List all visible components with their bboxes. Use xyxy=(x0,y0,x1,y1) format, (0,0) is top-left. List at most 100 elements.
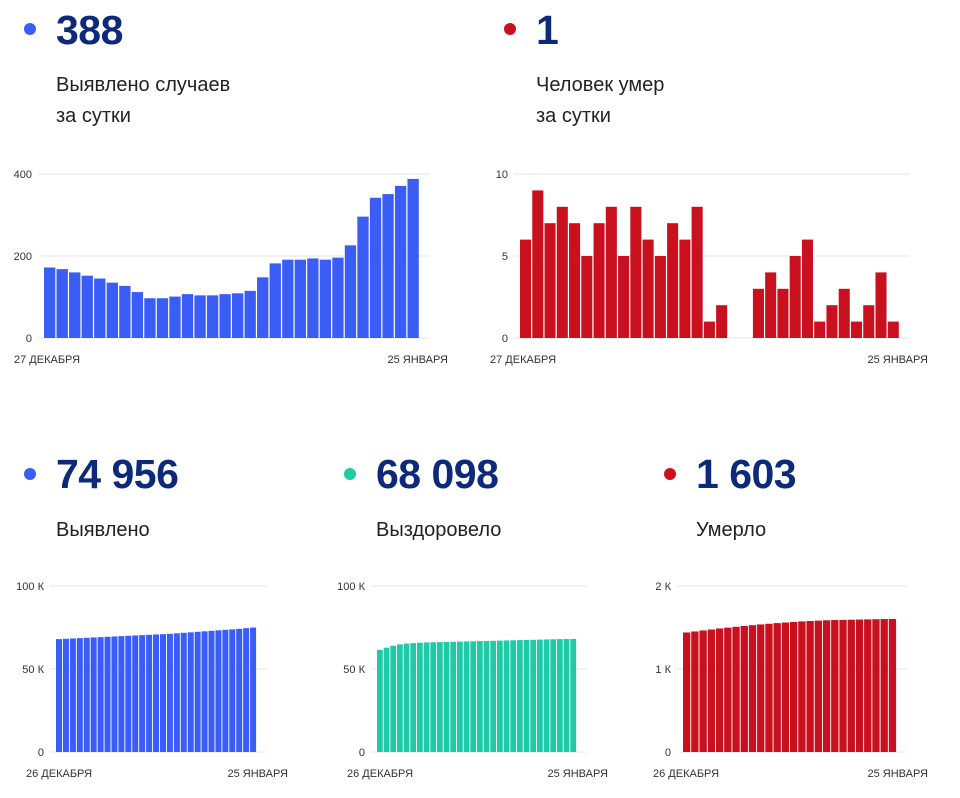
bar xyxy=(683,632,691,752)
bar xyxy=(497,640,503,752)
bar xyxy=(417,642,423,752)
bar xyxy=(119,285,131,338)
bar xyxy=(118,636,125,752)
bar xyxy=(83,637,90,752)
bar xyxy=(125,635,132,752)
bar xyxy=(550,639,557,752)
bar xyxy=(169,296,181,338)
bar xyxy=(369,197,382,338)
bar xyxy=(236,628,243,752)
bar xyxy=(814,620,823,752)
bar xyxy=(232,293,244,338)
bar xyxy=(537,639,543,752)
bar xyxy=(777,288,789,338)
bar xyxy=(282,259,294,338)
recovered-chart: 0 50 К 100 К 26 ДЕКАБРЯ 25 ЯНВАРЯ xyxy=(337,581,608,780)
bar xyxy=(490,640,497,752)
y-tick-label: 50 К xyxy=(343,664,365,676)
bar xyxy=(294,259,306,338)
bar xyxy=(523,639,530,752)
panel-total-cases: 74 956 Выявлено 0 50 К 100 К 26 ДЕКАБРЯ 25 Я… xyxy=(0,440,320,798)
bar xyxy=(503,640,510,752)
bar xyxy=(139,635,146,752)
total-cases-chart: 0 50 К 100 К 26 ДЕКАБРЯ 25 ЯНВАРЯ xyxy=(16,581,288,780)
bar xyxy=(377,649,383,752)
total-deaths-chart: 0 1 К 2 К 26 ДЕКАБРЯ 25 ЯНВАРЯ xyxy=(653,581,928,780)
bar xyxy=(187,632,194,752)
bar xyxy=(430,642,437,752)
bar xyxy=(875,272,887,338)
y-tick-label: 2 К xyxy=(655,581,671,593)
bar xyxy=(90,637,97,752)
bar xyxy=(104,636,111,752)
bar xyxy=(208,630,215,752)
bar xyxy=(106,282,118,338)
bar xyxy=(206,295,219,338)
bar xyxy=(699,630,707,752)
bar xyxy=(229,629,236,752)
bar xyxy=(748,625,757,752)
bar xyxy=(691,631,699,752)
y-tick-label: 1 К xyxy=(655,664,671,676)
legend-dot xyxy=(504,23,516,35)
bar xyxy=(423,642,430,752)
bar xyxy=(56,639,63,752)
panel-recovered: 68 098 Выздоровело 0 50 К 100 К 26 ДЕКАБРЯ 2… xyxy=(320,440,640,798)
bar xyxy=(44,267,56,338)
panel-daily-deaths: 1 Человек умер за сутки 0 5 10 27 ДЕКАБРЯ 25… xyxy=(480,0,960,380)
daily-cases-chart: 0 200 400 27 ДЕКАБРЯ 25 ЯНВАРЯ xyxy=(14,169,448,366)
bar xyxy=(173,633,180,752)
bar xyxy=(773,623,781,752)
bar xyxy=(62,638,69,752)
bar xyxy=(156,298,169,338)
legend-dot xyxy=(24,23,36,35)
legend-dot xyxy=(24,468,36,480)
y-tick-label: 0 xyxy=(359,747,365,759)
bar xyxy=(181,294,194,338)
bar xyxy=(222,629,229,752)
bar xyxy=(166,633,173,752)
legend-dot xyxy=(664,468,676,480)
y-tick-label: 0 xyxy=(502,333,508,345)
bar xyxy=(520,239,532,338)
panel-total-deaths: 1 603 Умерло 0 1 К 2 К 26 ДЕКАБРЯ 25 ЯНВАРЯ xyxy=(640,440,960,798)
y-tick-label: 0 xyxy=(38,747,44,759)
bar xyxy=(470,641,477,752)
bar xyxy=(880,619,888,752)
bar xyxy=(765,272,777,338)
bar xyxy=(630,206,642,338)
y-tick-label: 400 xyxy=(14,169,32,181)
bar xyxy=(69,638,76,752)
bar xyxy=(831,620,839,752)
bar xyxy=(159,634,166,752)
bar xyxy=(257,277,269,338)
bar xyxy=(691,206,703,338)
x-start-label: 26 ДЕКАБРЯ xyxy=(26,768,92,780)
bar xyxy=(219,294,231,338)
bar xyxy=(437,642,443,752)
bar xyxy=(344,245,357,338)
bar xyxy=(581,256,593,338)
bar xyxy=(450,641,457,752)
bar xyxy=(847,619,855,752)
y-tick-label: 50 К xyxy=(22,664,44,676)
total-cases-value: 74 956 xyxy=(56,451,179,497)
bar xyxy=(570,638,577,752)
bar xyxy=(180,632,187,752)
bar xyxy=(510,640,517,752)
bar xyxy=(593,223,605,338)
x-start-label: 26 ДЕКАБРЯ xyxy=(653,768,719,780)
bar xyxy=(740,626,748,752)
bar xyxy=(390,645,397,752)
bar xyxy=(757,624,765,752)
bar xyxy=(563,639,570,752)
bar xyxy=(269,263,281,338)
bar xyxy=(530,639,537,752)
x-start-label: 26 ДЕКАБРЯ xyxy=(347,768,413,780)
bar xyxy=(457,641,463,752)
bar xyxy=(556,206,568,338)
bar xyxy=(307,258,319,338)
bar xyxy=(703,321,715,338)
bar xyxy=(76,638,83,752)
bar xyxy=(357,216,369,338)
